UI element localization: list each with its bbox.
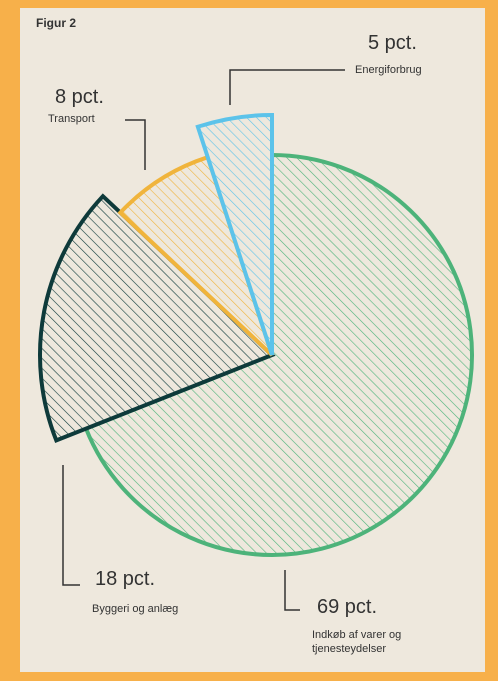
chart-title: Figur 2 (36, 16, 77, 30)
category-label: Transport (48, 113, 95, 125)
category-label: Indkøb af varer og tjenesteydelser (312, 629, 402, 655)
leader-line (125, 119, 146, 170)
value-label: 5 pct. (368, 32, 417, 54)
value-label: 69 pct. (317, 596, 378, 618)
category-label: Byggeri og anlæg (92, 603, 179, 615)
value-label: 18 pct. (95, 568, 156, 590)
leader-line (62, 465, 80, 586)
slice (83, 152, 474, 557)
value-label: 8 pct. (55, 86, 104, 108)
slice (117, 154, 274, 357)
slice (195, 112, 274, 356)
category-label: Energiforbrug (355, 64, 422, 76)
leader-line (284, 570, 300, 611)
slice (38, 193, 276, 444)
leader-line (229, 69, 345, 105)
leader-lines (62, 69, 345, 611)
